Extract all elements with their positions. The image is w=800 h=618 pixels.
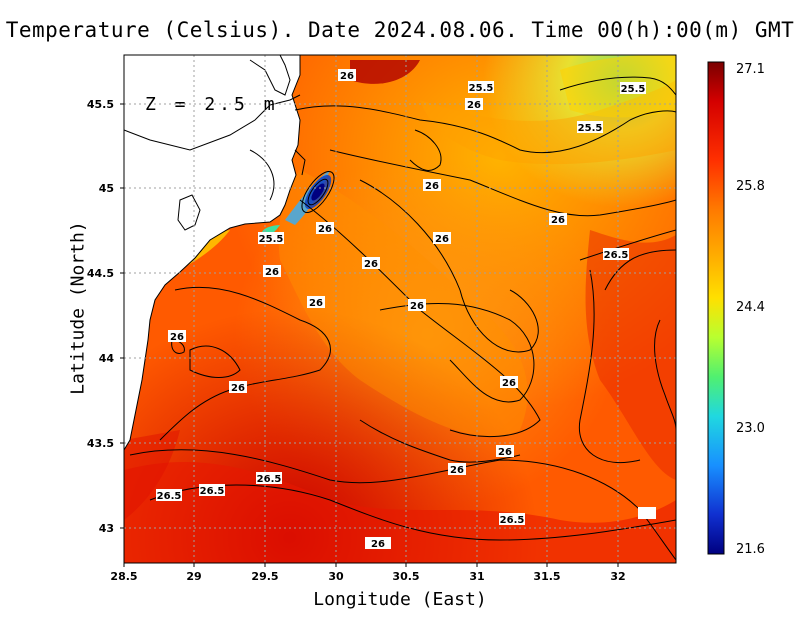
contour-label: 26 (450, 465, 464, 476)
contour-label: 26 (231, 383, 245, 394)
grid-lines (124, 55, 676, 563)
contour-label: 26 (265, 267, 279, 278)
contour-label: 26 (170, 332, 184, 343)
y-tick-label: 44.5 (87, 267, 114, 280)
contour-label: 26 (364, 259, 378, 270)
contour-label: 26.5 (604, 250, 629, 261)
x-tick-label: 30 (328, 570, 344, 583)
contour-label: 25.5 (259, 234, 284, 245)
x-axis-label: Longitude (East) (313, 589, 487, 610)
y-tick-label: 45.5 (87, 98, 114, 111)
x-tick-label: 32 (610, 570, 625, 583)
y-tick-label: 43.5 (87, 437, 114, 450)
y-tick-label: 44 (99, 352, 115, 365)
x-tick-label: 29 (186, 570, 201, 583)
contour-label: 25.5 (469, 83, 494, 94)
y-tick-label: 45 (99, 182, 114, 195)
contour-label: 26.5 (157, 491, 182, 502)
contour-label-group: 26 25.5 25.5 25.5 26 26 26 26 25.5 26 26… (156, 69, 656, 550)
contour-label: 26 (309, 298, 323, 309)
depth-label: Z = 2.5 m (145, 94, 279, 115)
contour-label: 26 (502, 378, 516, 389)
x-tick-label: 31 (469, 570, 484, 583)
x-tick-label: 30.5 (392, 570, 419, 583)
contour-label: 26 (318, 224, 332, 235)
contour-label: 26 (467, 100, 481, 111)
x-tick-label: 28.5 (110, 570, 137, 583)
tick-marks (120, 103, 619, 567)
colorbar-label: 25.8 (736, 179, 765, 194)
x-tick-label: 31.5 (533, 570, 560, 583)
contour-label: 26 (498, 447, 512, 458)
contour-label: 25.5 (621, 84, 646, 95)
contour-label: 25.5 (578, 123, 603, 134)
colorbar (707, 61, 725, 555)
contour-label: 26.5 (200, 486, 225, 497)
plot-frame (123, 54, 677, 564)
contour-label: 26 (425, 181, 439, 192)
map-title: Temperature (Celsius). Date 2024.08.06. … (5, 18, 795, 42)
colorbar-label-min: 21.6 (736, 542, 765, 557)
colorbar-label-max: 27.1 (736, 62, 765, 77)
contour-label: 26.5 (257, 474, 282, 485)
contour-label: 26 (551, 215, 565, 226)
contour-label: 26 (435, 234, 449, 245)
contour-label: 26 (410, 301, 424, 312)
y-tick-label: 43 (99, 522, 114, 535)
colorbar-label: 24.4 (736, 300, 765, 315)
colorbar-label: 23.0 (736, 421, 765, 436)
contour-label: 26.5 (500, 515, 525, 526)
contour-label: 26 (371, 539, 385, 550)
contour-label: 26 (340, 71, 354, 82)
x-tick-label: 29.5 (251, 570, 278, 583)
